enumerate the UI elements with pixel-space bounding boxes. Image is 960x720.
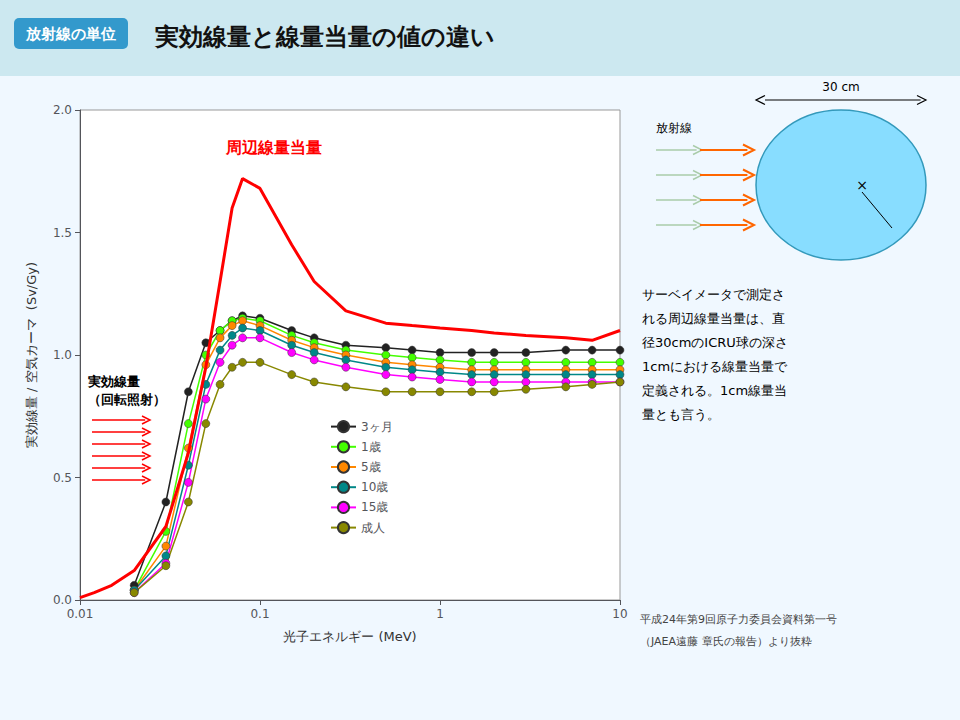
svg-text:実効線量: 実効線量 xyxy=(87,374,140,389)
svg-text:30 cm: 30 cm xyxy=(822,80,859,94)
svg-text:1.5: 1.5 xyxy=(53,226,72,240)
svg-text:実効線量 / 空気カーマ (Sv/Gy): 実効線量 / 空気カーマ (Sv/Gy) xyxy=(24,262,39,448)
svg-text:1歳: 1歳 xyxy=(361,440,381,454)
svg-text:0.5: 0.5 xyxy=(53,471,72,485)
svg-text:1.0: 1.0 xyxy=(53,348,72,362)
svg-text:0.1: 0.1 xyxy=(250,607,269,621)
svg-text:3ヶ月: 3ヶ月 xyxy=(361,420,393,434)
svg-text:光子エネルギー (MeV): 光子エネルギー (MeV) xyxy=(283,629,416,644)
svg-text:実効線量と線量当量の値の違い: 実効線量と線量当量の値の違い xyxy=(154,23,495,51)
svg-text:放射線: 放射線 xyxy=(656,121,692,135)
svg-text:1: 1 xyxy=(436,607,444,621)
svg-text:0.01: 0.01 xyxy=(67,607,94,621)
svg-text:10歳: 10歳 xyxy=(361,480,388,494)
svg-text:サーベイメータで測定さ: サーベイメータで測定さ xyxy=(642,287,785,302)
svg-text:れる周辺線量当量は、直: れる周辺線量当量は、直 xyxy=(642,311,785,326)
svg-text:平成24年第9回原子力委員会資料第一号: 平成24年第9回原子力委員会資料第一号 xyxy=(640,613,837,626)
svg-text:成人: 成人 xyxy=(361,521,385,535)
svg-text:量とも言う。: 量とも言う。 xyxy=(642,407,720,422)
svg-text:（回転照射）: （回転照射） xyxy=(88,392,166,407)
svg-text:（JAEA遠藤 章氏の報告）より抜粋: （JAEA遠藤 章氏の報告）より抜粋 xyxy=(640,635,812,648)
svg-text:1cmにおける線量当量で: 1cmにおける線量当量で xyxy=(642,359,788,374)
svg-text:0.0: 0.0 xyxy=(53,593,72,607)
svg-text:放射線の単位: 放射線の単位 xyxy=(25,25,116,43)
svg-text:×: × xyxy=(856,177,868,193)
svg-text:周辺線量当量: 周辺線量当量 xyxy=(225,138,322,157)
svg-text:10: 10 xyxy=(612,607,627,621)
svg-text:径30cmのICRU球の深さ: 径30cmのICRU球の深さ xyxy=(642,335,788,350)
svg-text:5歳: 5歳 xyxy=(361,460,381,474)
svg-text:定義される。1cm線量当: 定義される。1cm線量当 xyxy=(642,383,787,398)
svg-text:15歳: 15歳 xyxy=(361,500,388,514)
svg-text:2.0: 2.0 xyxy=(53,103,72,117)
